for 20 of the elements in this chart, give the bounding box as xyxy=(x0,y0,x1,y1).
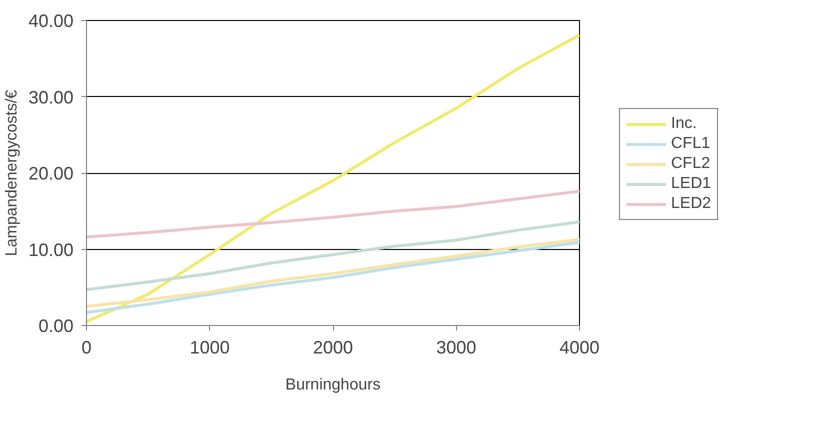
legend-label: Inc. xyxy=(671,115,697,133)
legend-label: LED2 xyxy=(671,195,712,213)
y-tick-label: 30.00 xyxy=(28,87,74,108)
legend-label: LED1 xyxy=(671,175,712,193)
x-axis-title: Burninghours xyxy=(285,376,381,394)
legend-label: CFL1 xyxy=(671,135,710,153)
line-series xyxy=(86,190,580,239)
x-tick-label: 2000 xyxy=(312,338,354,358)
line-series xyxy=(86,33,580,324)
y-tick-label: 0.00 xyxy=(38,316,74,336)
x-tick-label: 4000 xyxy=(559,338,600,358)
y-tick-label: 20.00 xyxy=(28,164,74,184)
x-tick-label: 0 xyxy=(81,338,92,358)
line-series xyxy=(86,220,580,292)
y-tick-label: 10.00 xyxy=(28,240,74,260)
y-axis-title: Lampandenergycosts/€ xyxy=(3,90,20,256)
x-tick-label: 1000 xyxy=(190,338,230,358)
legend-label: CFL2 xyxy=(671,155,710,173)
y-tick-label: 40.00 xyxy=(28,11,74,31)
x-tick-label: 3000 xyxy=(436,338,476,358)
